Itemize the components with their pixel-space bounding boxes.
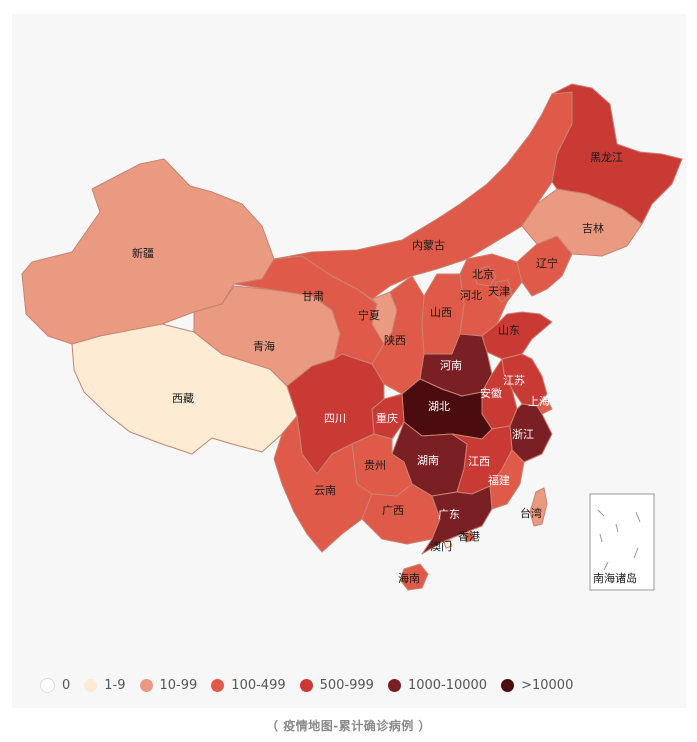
- legend-item-gt10000[interactable]: >10000: [501, 678, 573, 693]
- legend-label: 1000-10000: [407, 678, 488, 693]
- label-guangxi: 广西: [382, 504, 404, 517]
- label-yunnan: 云南: [314, 484, 336, 497]
- province-heilongjiang[interactable]: [551, 83, 683, 225]
- label-taiwan: 台湾: [520, 506, 542, 520]
- map-caption: （ 疫情地图-累计确诊病例 ）: [266, 719, 431, 733]
- label-fujian: 福建: [488, 473, 510, 487]
- legend-swatch: [501, 679, 515, 692]
- province-hainan[interactable]: [399, 563, 429, 591]
- legend-item-10-99[interactable]: 10-99: [139, 678, 198, 693]
- province-beijing[interactable]: [473, 265, 497, 287]
- china-map: 南海诸岛 黑龙江 吉林 辽宁 内蒙古 北京 天津 河北 山东 新疆 西藏 青海 …: [21, 83, 683, 591]
- label-hubei: 湖北: [428, 400, 450, 413]
- label-hunan: 湖南: [417, 454, 439, 467]
- label-guangdong: 广东: [438, 508, 460, 521]
- province-shandong[interactable]: [481, 311, 553, 360]
- label-guizhou: 贵州: [364, 459, 386, 472]
- province-labels: 黑龙江 吉林 辽宁 内蒙古 北京 天津 河北 山东 新疆 西藏 青海 甘肃 宁夏…: [132, 151, 623, 585]
- legend-label: 10-99: [159, 678, 198, 693]
- legend-item-100-499[interactable]: 100-499: [211, 678, 286, 693]
- province-macao[interactable]: [443, 539, 453, 549]
- legend-item-1000-10000[interactable]: 1000-10000: [387, 678, 488, 693]
- label-shanxi: 山西: [430, 306, 452, 319]
- label-hongkong: 香港: [458, 530, 480, 543]
- label-ningxia: 宁夏: [358, 308, 380, 322]
- legend-swatch: [84, 679, 98, 692]
- label-xinjiang: 新疆: [132, 246, 154, 260]
- legend-label: 100-499: [231, 678, 286, 693]
- label-jilin: 吉林: [582, 221, 604, 235]
- label-shanghai: 上海: [528, 394, 550, 408]
- legend-swatch: [387, 679, 401, 692]
- label-jiangxi: 江西: [468, 455, 490, 468]
- label-beijing: 北京: [472, 267, 494, 281]
- legend-label: 1-9: [104, 678, 126, 693]
- legend-swatch: [211, 679, 225, 692]
- legend-label: 0: [62, 678, 71, 693]
- label-hainan: 海南: [398, 571, 420, 585]
- legend-swatch: [139, 679, 153, 692]
- label-xizang: 西藏: [172, 392, 194, 405]
- province-hongkong[interactable]: [463, 531, 475, 543]
- label-zhejiang: 浙江: [512, 428, 534, 441]
- legend-item-1-9[interactable]: 1-9: [84, 678, 126, 693]
- label-jiangsu: 江苏: [503, 374, 525, 387]
- label-shandong: 山东: [498, 324, 520, 337]
- label-tianjin: 天津: [488, 285, 510, 298]
- label-liaoning: 辽宁: [536, 256, 558, 270]
- label-neimenggu: 内蒙古: [412, 238, 445, 252]
- label-henan: 河南: [440, 359, 462, 372]
- legend-label: >10000: [521, 678, 574, 693]
- legend-item-0[interactable]: 0: [40, 678, 70, 693]
- inset-label: 南海诸岛: [593, 571, 637, 585]
- label-hebei: 河北: [460, 289, 482, 302]
- label-gansu: 甘肃: [302, 290, 324, 303]
- label-qinghai: 青海: [253, 339, 275, 353]
- label-shaanxi: 陕西: [384, 333, 406, 347]
- map-panel: 南海诸岛 黑龙江 吉林 辽宁 内蒙古 北京 天津 河北 山东 新疆 西藏 青海 …: [12, 14, 686, 708]
- label-sichuan: 四川: [324, 412, 346, 425]
- province-guangdong[interactable]: [421, 485, 493, 555]
- legend-swatch: [299, 679, 313, 692]
- legend-label: 500-999: [319, 678, 374, 693]
- legend-swatch: [40, 678, 55, 693]
- legend-item-500-999[interactable]: 500-999: [299, 678, 374, 693]
- province-fujian[interactable]: [489, 449, 525, 510]
- label-heilongjiang: 黑龙江: [590, 151, 623, 164]
- province-tianjin[interactable]: [493, 279, 513, 303]
- label-chongqing: 重庆: [376, 411, 398, 425]
- label-anhui: 安徽: [480, 386, 502, 400]
- province-taiwan[interactable]: [529, 487, 548, 527]
- south-china-sea-inset: 南海诸岛: [589, 493, 655, 591]
- label-macao: 澳门: [430, 539, 452, 553]
- legend: 0 1-9 10-99 100-499 500-999 1000-10000 >…: [40, 678, 587, 693]
